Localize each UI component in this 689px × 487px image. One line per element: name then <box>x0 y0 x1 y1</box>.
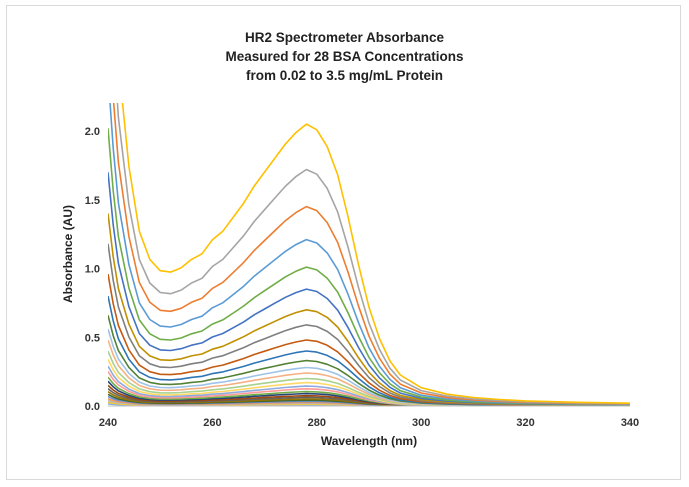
y-tick-label: 0.0 <box>85 401 100 413</box>
x-tick-label: 300 <box>412 417 430 429</box>
x-tick-label: 340 <box>621 417 639 429</box>
y-tick-label: 1.0 <box>85 264 100 276</box>
x-tick-label: 280 <box>308 417 326 429</box>
chart-title-line-2: Measured for 28 BSA Concentrations <box>225 49 464 64</box>
series-line-3 <box>112 103 630 405</box>
series-line-8 <box>108 243 630 406</box>
x-tick-label: 260 <box>203 417 221 429</box>
chart-title-line-1: HR2 Spectrometer Absorbance <box>244 30 445 45</box>
series-line-4 <box>109 103 630 406</box>
series-layer <box>108 103 630 406</box>
y-axis-label: Absorbance (AU) <box>61 205 75 303</box>
x-axis-label: Wavelength (nm) <box>321 434 417 448</box>
y-tick-label: 1.5 <box>85 195 100 207</box>
series-line-1 <box>121 103 630 404</box>
series-line-2 <box>116 103 630 405</box>
chart-title-line-3: from 0.02 to 3.5 mg/mL Protein <box>245 68 444 83</box>
chart-title: HR2 Spectrometer Absorbance Measured for… <box>0 28 689 85</box>
y-tick-label: 2.0 <box>85 126 100 138</box>
x-tick-label: 240 <box>99 417 117 429</box>
series-line-6 <box>108 172 630 406</box>
series-line-9 <box>108 273 630 406</box>
x-tick-labels: 240 260 280 300 320 340 <box>99 417 639 429</box>
y-tick-labels: 0.0 0.5 1.0 1.5 2.0 <box>85 126 100 413</box>
x-tick-label: 320 <box>516 417 534 429</box>
series-line-5 <box>108 128 630 406</box>
y-tick-label: 0.5 <box>85 332 100 344</box>
series-line-7 <box>108 213 630 406</box>
